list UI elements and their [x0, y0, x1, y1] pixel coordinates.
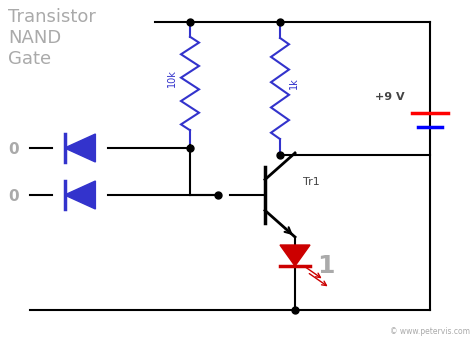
Text: 10k: 10k: [167, 69, 177, 88]
Text: Tr1: Tr1: [303, 177, 320, 187]
Polygon shape: [280, 245, 310, 266]
Text: 0: 0: [8, 189, 18, 204]
Polygon shape: [64, 181, 95, 209]
Polygon shape: [64, 134, 95, 162]
Text: Transistor
NAND
Gate: Transistor NAND Gate: [8, 8, 96, 68]
Text: 1: 1: [317, 254, 335, 278]
Text: © www.petervis.com: © www.petervis.com: [390, 327, 470, 336]
Text: 1k: 1k: [289, 78, 299, 89]
Text: +9 V: +9 V: [375, 92, 405, 102]
Text: 0: 0: [8, 142, 18, 157]
